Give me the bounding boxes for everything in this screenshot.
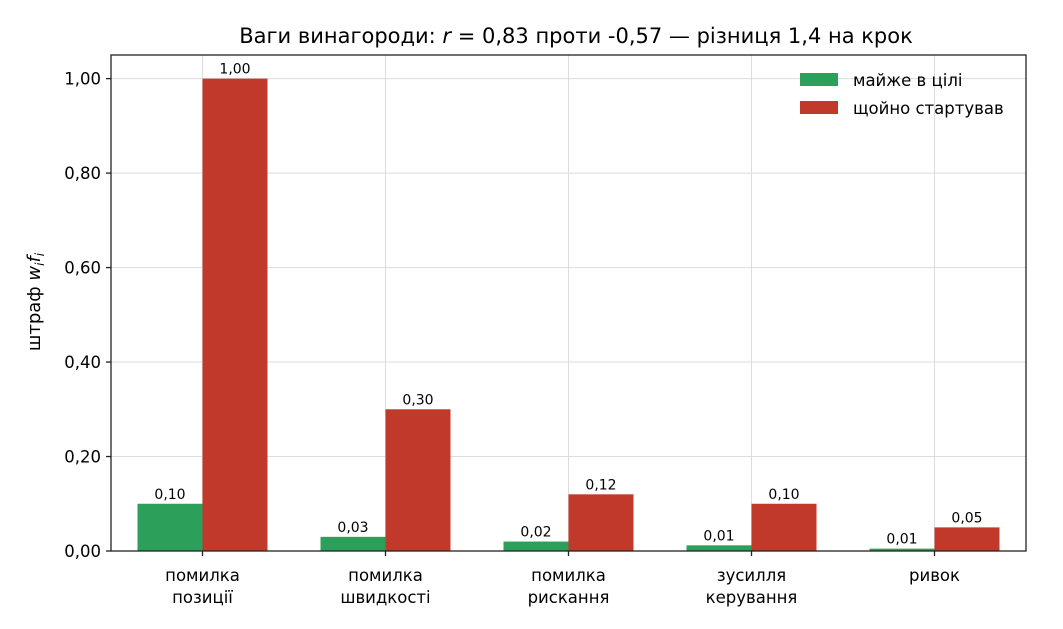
data-label: 0,03 [337, 520, 368, 536]
y-tick-label: 1,00 [64, 70, 101, 89]
legend-label-just-started: щойно стартував [853, 99, 1004, 118]
bar [568, 494, 634, 551]
legend: майже в цілі щойно стартував [800, 71, 1004, 118]
bar [869, 548, 935, 551]
y-tick-label: 0,60 [64, 259, 101, 278]
data-label: 0,30 [402, 392, 433, 408]
y-tick-label: 0,80 [64, 164, 101, 183]
data-label: 0,10 [768, 487, 799, 503]
bar [137, 503, 203, 551]
bar [202, 78, 268, 551]
data-label: 0,12 [585, 477, 616, 493]
bar [934, 527, 1000, 551]
legend-swatch-near-target [800, 73, 838, 86]
x-tick-label: помилка рискання [528, 566, 610, 607]
y-axis-label: штраф wifi [24, 252, 47, 351]
y-tick-label: 0,40 [64, 353, 101, 372]
data-label: 0,01 [886, 532, 917, 548]
x-tick-label: зусилля керування [706, 566, 798, 607]
data-label: 0,01 [703, 528, 734, 544]
y-tick-label: 0,00 [64, 542, 101, 561]
data-label: 0,05 [951, 510, 982, 526]
data-label: 0,10 [154, 487, 185, 503]
y-tick-label: 0,20 [64, 448, 101, 467]
legend-label-near-target: майже в цілі [853, 71, 962, 90]
data-label: 0,02 [520, 525, 551, 541]
x-tick-label: ривок [909, 566, 960, 585]
x-tick-label: помилка швидкості [340, 566, 430, 607]
labels-layer: 0,00 0,20 0,40 0,60 0,80 1,00 помилка позиції 0,… [64, 62, 982, 607]
bar [751, 503, 817, 551]
x-tick-label: помилка позиції [165, 566, 240, 607]
bar [686, 545, 752, 551]
bar [385, 409, 451, 551]
legend-swatch-just-started [800, 101, 838, 114]
plot-frame [110, 54, 1027, 552]
chart-title: Ваги винагороди: r = 0,83 проти -0,57 — … [239, 24, 913, 48]
bar [503, 541, 569, 551]
data-label: 1,00 [219, 62, 250, 78]
bar [320, 536, 386, 551]
axes-layer [106, 54, 1027, 556]
bars-layer [137, 78, 1000, 551]
